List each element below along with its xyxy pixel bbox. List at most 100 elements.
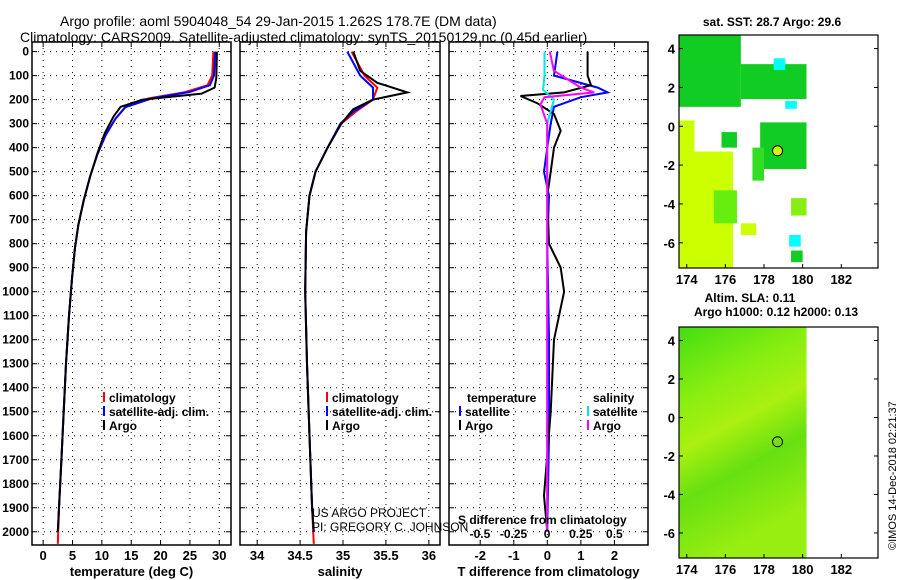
legend-title-salinity: salinity [593, 391, 635, 405]
x-axis-label: T difference from climatology [457, 564, 640, 579]
x2-tick-label: 0.5 [606, 527, 623, 541]
panel-temperature: 0100200300400500600700800900100011001200… [2, 41, 232, 579]
y-tick-label: 500 [9, 165, 29, 179]
series-line-argo [56, 51, 218, 532]
sst-cell [791, 250, 803, 263]
map-x-tick-label: 174 [676, 562, 698, 577]
sst-cell [785, 101, 797, 109]
y-tick-label: 1400 [2, 381, 29, 395]
figure-title-line1: Argo profile: aoml 5904048_54 29-Jan-201… [60, 13, 497, 29]
map-x-tick-label: 174 [676, 272, 698, 287]
series-line-s-argo [539, 51, 595, 532]
series-line-satellite-adj-clim- [304, 51, 374, 532]
float-position-marker [772, 436, 784, 448]
y-tick-label: 1800 [2, 477, 29, 491]
map-y-tick-label: -2 [663, 449, 675, 464]
sst-cell [752, 147, 765, 181]
map-x-tick-label: 178 [753, 272, 775, 287]
map-sst_map: 174 176 178 180 182 4 2 0 -2 -4 -6 [663, 34, 879, 287]
map-x-tick-label: 180 [792, 272, 814, 287]
map-frame [678, 34, 879, 269]
y-tick-label: 1600 [2, 429, 29, 443]
map-y-tick-label: -6 [663, 526, 675, 541]
map-frame [678, 326, 879, 559]
x-tick-label: 34 [250, 548, 265, 563]
x-tick-label: 35.5 [373, 548, 398, 563]
map-y-tick-label: -4 [663, 197, 675, 212]
plot-frame [31, 41, 232, 546]
sst-cell [740, 223, 757, 235]
map-y-tick-label: 0 [668, 119, 675, 134]
map-y-tick-label: -2 [663, 158, 675, 173]
plot-frame [448, 41, 649, 546]
y-tick-label: 1100 [3, 309, 29, 323]
x-tick-label: 0 [544, 548, 551, 563]
y-tick-label: 600 [9, 189, 29, 203]
x-tick-label: 1 [577, 548, 584, 563]
legend-label: satellite [593, 405, 638, 419]
x-tick-label: -1 [508, 548, 520, 563]
x-tick-label: 36 [422, 548, 436, 563]
x-axis-label: salinity [318, 564, 364, 579]
y-tick-label: 2000 [2, 525, 29, 539]
sst-cell [679, 120, 695, 152]
y-tick-label: 1300 [2, 357, 29, 371]
y-tick-label: 1700 [2, 453, 29, 467]
series-line-climatology [56, 51, 215, 544]
map-y-tick-label: 0 [668, 410, 675, 425]
x-tick-label: 30 [212, 548, 226, 563]
sst-cell [773, 58, 786, 70]
x2-tick-label: 0.25 [569, 527, 593, 541]
map-x-tick-label: 180 [792, 562, 814, 577]
legend-label: Argo [332, 419, 360, 433]
credit-line2: PI: GREGORY C. JOHNSON [312, 520, 468, 534]
panel-salinity: 34 34.5 35 35.5 36 salinity climatologysatelli… [239, 41, 441, 579]
x2-tick-label: 0 [544, 527, 551, 541]
map-y-tick-label: 2 [668, 372, 675, 387]
sst-cell [760, 122, 807, 169]
x-tick-label: 34.5 [287, 548, 312, 563]
x2-tick-label: -0.25 [500, 527, 528, 541]
series-line-satellite-adj-clim- [56, 51, 217, 532]
y-tick-label: 1000 [2, 285, 29, 299]
panel-differences: -2 -1 0 1 2T difference from climatology temp… [448, 41, 649, 579]
map-y-tick-label: 4 [668, 333, 676, 348]
x2-axis-label: S difference from climatology [458, 513, 627, 527]
x-axis-label: temperature (deg C) [70, 564, 194, 579]
legend-label: satellite-adj. clim. [109, 405, 209, 419]
legend-label: climatology [332, 391, 399, 405]
x-tick-label: 10 [95, 548, 109, 563]
map-x-tick-label: 182 [830, 562, 852, 577]
map-y-tick-label: -6 [663, 236, 675, 251]
plot-frame [239, 41, 441, 546]
credit-line1: US ARGO PROJECT [312, 506, 427, 520]
legend-label: Argo [465, 419, 493, 433]
y-tick-label: 300 [9, 117, 29, 131]
sst-cell [791, 198, 807, 216]
legend-label: satellite [465, 405, 510, 419]
map-x-tick-label: 176 [715, 272, 737, 287]
map-sla_map: 174 176 178 180 182 4 2 0 -2 -4 -6 [663, 326, 879, 577]
map-y-tick-label: 4 [668, 42, 676, 57]
legend-title-temperature: temperature [467, 391, 537, 405]
map-x-tick-label: 176 [715, 562, 737, 577]
y-tick-label: 1900 [2, 501, 29, 515]
y-tick-label: 800 [9, 237, 29, 251]
y-tick-label: 700 [9, 213, 29, 227]
y-tick-label: 1500 [2, 405, 29, 419]
x-tick-label: 15 [124, 548, 138, 563]
x-tick-label: 35 [336, 548, 350, 563]
map-x-tick-label: 182 [830, 272, 852, 287]
y-tick-label: 1200 [2, 333, 29, 347]
figure-title-line2: Climatology: CARS2009. Satellite-adjuste… [20, 29, 588, 45]
map-y-tick-label: -4 [663, 487, 675, 502]
legend-label: satellite-adj. clim. [332, 405, 432, 419]
map-y-tick-label: 2 [668, 80, 675, 95]
sst-cell [721, 132, 737, 148]
y-tick-label: 200 [9, 93, 29, 107]
sla-map-title-line1: Altim. SLA: 0.11 [705, 291, 796, 305]
sst-cell [789, 234, 801, 247]
x-tick-label: 5 [69, 548, 76, 563]
